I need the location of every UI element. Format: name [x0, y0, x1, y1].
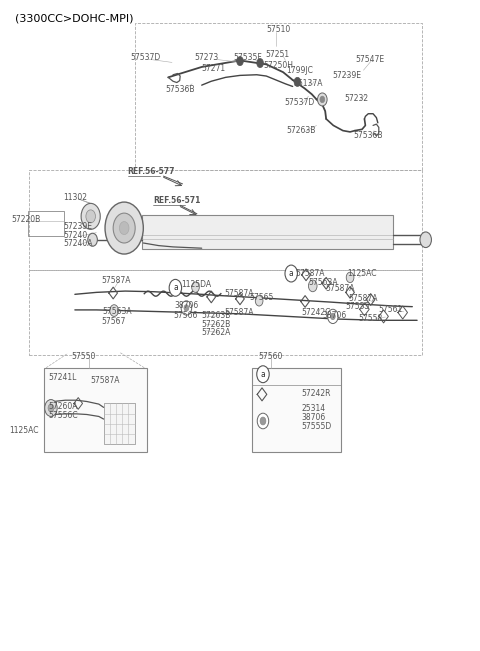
Circle shape — [257, 413, 269, 429]
Text: 57271: 57271 — [202, 64, 226, 74]
Text: 57273: 57273 — [194, 53, 219, 62]
Text: 57239E: 57239E — [332, 71, 361, 80]
Text: 57560: 57560 — [258, 352, 283, 361]
Text: 57260A: 57260A — [48, 402, 78, 411]
Circle shape — [86, 210, 96, 223]
Circle shape — [81, 203, 100, 229]
Text: REF.56-577: REF.56-577 — [128, 167, 175, 176]
Text: 57565: 57565 — [250, 293, 274, 302]
Circle shape — [420, 232, 432, 247]
Text: 1799JC: 1799JC — [287, 66, 313, 75]
Text: 57587A: 57587A — [325, 284, 355, 293]
Text: 38706: 38706 — [174, 301, 199, 310]
Text: 57536B: 57536B — [353, 131, 383, 140]
Text: 57556C: 57556C — [48, 411, 78, 420]
Text: 57587A: 57587A — [101, 275, 131, 284]
Bar — [28, 211, 64, 236]
Text: 57555: 57555 — [345, 301, 370, 311]
Circle shape — [330, 313, 335, 320]
Text: 57555D: 57555D — [301, 422, 332, 432]
Text: 57587A: 57587A — [225, 289, 254, 298]
Bar — [142, 215, 393, 249]
Text: REF.56-571: REF.56-571 — [153, 195, 200, 204]
Circle shape — [285, 265, 298, 282]
Text: 57563A: 57563A — [103, 307, 132, 316]
Circle shape — [309, 280, 317, 292]
Text: 57263B: 57263B — [286, 126, 315, 135]
Text: 57262B: 57262B — [202, 320, 231, 329]
Bar — [104, 404, 135, 444]
Text: 57567: 57567 — [101, 317, 126, 326]
Text: 57220B: 57220B — [11, 215, 40, 224]
Text: 57263B: 57263B — [202, 311, 231, 320]
Text: a: a — [173, 283, 178, 292]
Circle shape — [255, 296, 263, 306]
Text: 57566: 57566 — [173, 311, 197, 320]
Text: 1125AC: 1125AC — [348, 269, 377, 278]
Text: (3300CC>DOHC-MPI): (3300CC>DOHC-MPI) — [15, 14, 133, 23]
Text: 57550: 57550 — [72, 352, 96, 361]
Text: 25314: 25314 — [301, 404, 325, 413]
Text: 57240: 57240 — [63, 230, 87, 240]
Text: 57240A: 57240A — [63, 239, 93, 248]
Text: 57251: 57251 — [265, 50, 289, 59]
Circle shape — [257, 366, 269, 383]
Circle shape — [184, 305, 189, 311]
Text: a: a — [261, 370, 265, 379]
Text: 57535F: 57535F — [234, 53, 263, 62]
Text: 57587A: 57587A — [91, 376, 120, 385]
Text: 38706: 38706 — [323, 311, 347, 320]
Circle shape — [260, 417, 266, 425]
Text: 1125DA: 1125DA — [181, 280, 212, 289]
Text: 57558: 57558 — [359, 314, 383, 323]
Text: 57587A: 57587A — [295, 269, 324, 278]
Circle shape — [45, 400, 57, 417]
Text: 56137A: 56137A — [294, 79, 323, 89]
Text: 57537D: 57537D — [130, 53, 160, 62]
Text: 57587A: 57587A — [225, 308, 254, 317]
Circle shape — [192, 282, 199, 292]
Text: 38706: 38706 — [301, 413, 325, 422]
Circle shape — [320, 96, 324, 103]
Text: 1125AC: 1125AC — [9, 426, 39, 436]
Circle shape — [105, 202, 144, 254]
Circle shape — [294, 77, 301, 87]
Circle shape — [257, 59, 264, 68]
Circle shape — [346, 272, 354, 283]
Circle shape — [237, 57, 243, 66]
Text: 57587A: 57587A — [348, 294, 378, 303]
Text: 57537D: 57537D — [285, 98, 315, 107]
Circle shape — [120, 221, 129, 234]
Text: 57241L: 57241L — [48, 373, 77, 382]
Bar — [252, 368, 340, 452]
Text: 57536B: 57536B — [166, 85, 195, 94]
Text: a: a — [289, 269, 294, 278]
Text: 57510: 57510 — [266, 25, 290, 35]
Text: 57232: 57232 — [344, 94, 369, 103]
Text: 57242C: 57242C — [301, 308, 331, 317]
Text: 57239E: 57239E — [63, 222, 92, 231]
Text: 57547E: 57547E — [355, 55, 384, 64]
Circle shape — [318, 93, 327, 106]
Circle shape — [110, 305, 119, 316]
Text: 11302: 11302 — [63, 193, 87, 202]
Circle shape — [113, 213, 135, 243]
Text: 57262A: 57262A — [202, 328, 231, 337]
Text: 57242R: 57242R — [301, 389, 331, 398]
Text: 57563A: 57563A — [309, 278, 338, 287]
Circle shape — [48, 404, 54, 412]
Circle shape — [327, 309, 338, 324]
Text: 57561: 57561 — [379, 305, 403, 314]
Circle shape — [88, 233, 97, 246]
Bar — [44, 368, 147, 452]
Text: 57250H: 57250H — [263, 61, 293, 70]
Circle shape — [181, 301, 192, 315]
Circle shape — [169, 279, 181, 296]
